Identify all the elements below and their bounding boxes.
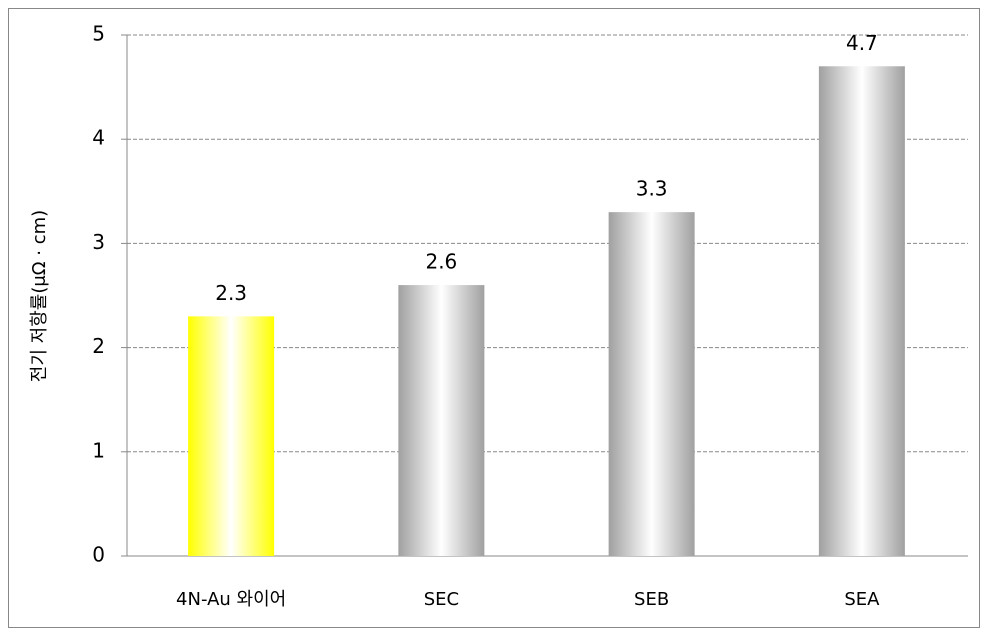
bar bbox=[608, 212, 695, 556]
x-tick-label: 4N-Au 와이어 bbox=[176, 589, 286, 610]
y-tick-label: 2 bbox=[92, 334, 105, 358]
y-tick-label: 4 bbox=[92, 126, 105, 150]
value-label: 4.7 bbox=[846, 31, 878, 55]
y-tick-label: 0 bbox=[92, 543, 105, 567]
y-tick-label: 3 bbox=[92, 230, 105, 254]
y-axis-label: 전기 저항률(μΩ · cm) bbox=[29, 210, 50, 382]
bar bbox=[188, 316, 275, 556]
bar bbox=[398, 285, 485, 556]
x-tick-label: SEA bbox=[844, 589, 880, 610]
y-tick-label: 5 bbox=[92, 22, 105, 46]
chart-frame bbox=[8, 8, 980, 628]
value-label: 3.3 bbox=[636, 177, 668, 201]
value-label: 2.3 bbox=[215, 281, 247, 305]
bar bbox=[818, 66, 905, 556]
y-tick-label: 1 bbox=[92, 438, 105, 462]
value-label: 2.6 bbox=[425, 250, 457, 274]
x-tick-label: SEB bbox=[634, 589, 669, 610]
x-tick-label: SEC bbox=[424, 589, 459, 610]
